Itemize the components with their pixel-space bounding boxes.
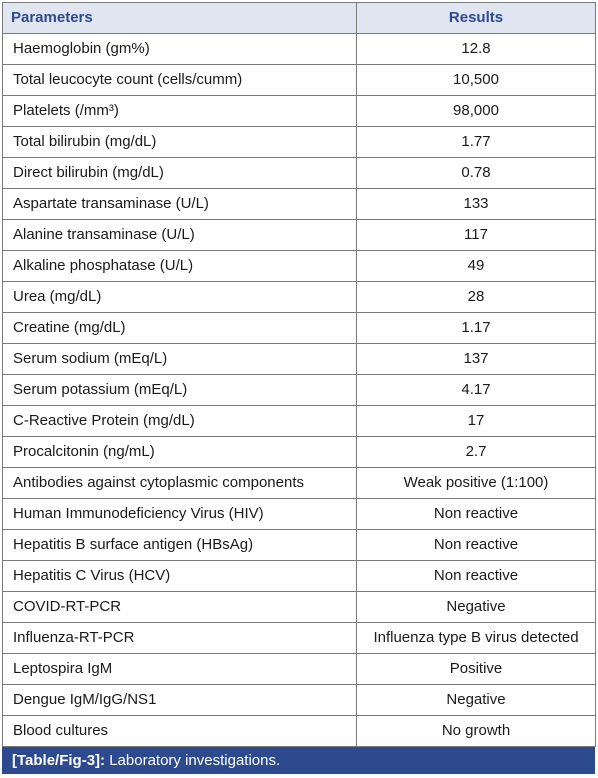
table-row: Direct bilirubin (mg/dL) 0.78 <box>2 157 596 189</box>
result-cell: 1.17 <box>356 312 596 344</box>
result-cell: Weak positive (1:100) <box>356 467 596 499</box>
result-cell: Positive <box>356 653 596 685</box>
table-row: Hepatitis C Virus (HCV) Non reactive <box>2 560 596 592</box>
table-row: Influenza-RT-PCR Influenza type B virus d… <box>2 622 596 654</box>
parameter-cell: Direct bilirubin (mg/dL) <box>2 157 357 189</box>
table-row: Urea (mg/dL) 28 <box>2 281 596 313</box>
parameter-cell: C-Reactive Protein (mg/dL) <box>2 405 357 437</box>
parameter-cell: Procalcitonin (ng/mL) <box>2 436 357 468</box>
result-cell: 133 <box>356 188 596 220</box>
parameter-cell: Hepatitis B surface antigen (HBsAg) <box>2 529 357 561</box>
parameter-cell: Antibodies against cytoplasmic component… <box>2 467 357 499</box>
table-row: COVID-RT-PCR Negative <box>2 591 596 623</box>
parameter-cell: Dengue IgM/IgG/NS1 <box>2 684 357 716</box>
parameter-cell: Influenza-RT-PCR <box>2 622 357 654</box>
result-cell: Negative <box>356 591 596 623</box>
result-cell: Negative <box>356 684 596 716</box>
result-cell: 0.78 <box>356 157 596 189</box>
table-row: Haemoglobin (gm%) 12.8 <box>2 33 596 65</box>
parameter-cell: Platelets (/mm³) <box>2 95 357 127</box>
table-row: Creatine (mg/dL) 1.17 <box>2 312 596 344</box>
laboratory-investigations-table: Parameters Results Haemoglobin (gm%) 12.8… <box>2 2 596 747</box>
table-row: Serum sodium (mEq/L) 137 <box>2 343 596 375</box>
table-row: C-Reactive Protein (mg/dL) 17 <box>2 405 596 437</box>
result-cell: 10,500 <box>356 64 596 96</box>
result-cell: No growth <box>356 715 596 747</box>
table-row: Total bilirubin (mg/dL) 1.77 <box>2 126 596 158</box>
result-cell: 1.77 <box>356 126 596 158</box>
parameter-cell: Total bilirubin (mg/dL) <box>2 126 357 158</box>
table-row: Dengue IgM/IgG/NS1 Negative <box>2 684 596 716</box>
result-cell: Non reactive <box>356 498 596 530</box>
result-cell: 28 <box>356 281 596 313</box>
parameter-cell: Creatine (mg/dL) <box>2 312 357 344</box>
parameter-cell: Hepatitis C Virus (HCV) <box>2 560 357 592</box>
result-cell: 4.17 <box>356 374 596 406</box>
table-row: Platelets (/mm³) 98,000 <box>2 95 596 127</box>
result-cell: 49 <box>356 250 596 282</box>
table-header: Parameters Results <box>2 2 596 34</box>
parameter-cell: Alkaline phosphatase (U/L) <box>2 250 357 282</box>
parameters-column-header: Parameters <box>2 2 357 34</box>
table-row: Serum potassium (mEq/L) 4.17 <box>2 374 596 406</box>
parameter-cell: Aspartate transaminase (U/L) <box>2 188 357 220</box>
table-row: Aspartate transaminase (U/L) 133 <box>2 188 596 220</box>
table-caption: [Table/Fig-3]: Laboratory investigations… <box>2 747 595 774</box>
parameter-cell: Leptospira IgM <box>2 653 357 685</box>
parameter-cell: Human Immunodeficiency Virus (HIV) <box>2 498 357 530</box>
result-cell: 98,000 <box>356 95 596 127</box>
caption-text: Laboratory investigations. <box>109 752 281 769</box>
result-cell: Influenza type B virus detected <box>356 622 596 654</box>
table-row: Human Immunodeficiency Virus (HIV) Non re… <box>2 498 596 530</box>
table-body: Haemoglobin (gm%) 12.8 Total leucocyte cou… <box>2 33 596 747</box>
table-row: Total leucocyte count (cells/cumm) 10,500 <box>2 64 596 96</box>
parameter-cell: Urea (mg/dL) <box>2 281 357 313</box>
table-row: Alanine transaminase (U/L) 117 <box>2 219 596 251</box>
table-row: Hepatitis B surface antigen (HBsAg) Non r… <box>2 529 596 561</box>
parameter-cell: Haemoglobin (gm%) <box>2 33 357 65</box>
header-row: Parameters Results <box>2 2 596 34</box>
result-cell: 117 <box>356 219 596 251</box>
parameter-cell: Blood cultures <box>2 715 357 747</box>
results-column-header: Results <box>356 2 596 34</box>
result-cell: 2.7 <box>356 436 596 468</box>
result-cell: 137 <box>356 343 596 375</box>
table-row: Blood cultures No growth <box>2 715 596 747</box>
table-row: Procalcitonin (ng/mL) 2.7 <box>2 436 596 468</box>
result-cell: Non reactive <box>356 529 596 561</box>
result-cell: Non reactive <box>356 560 596 592</box>
table-row: Antibodies against cytoplasmic component… <box>2 467 596 499</box>
table-row: Alkaline phosphatase (U/L) 49 <box>2 250 596 282</box>
caption-tag: [Table/Fig-3]: <box>12 752 106 769</box>
parameter-cell: Serum sodium (mEq/L) <box>2 343 357 375</box>
table-row: Leptospira IgM Positive <box>2 653 596 685</box>
parameter-cell: COVID-RT-PCR <box>2 591 357 623</box>
parameter-cell: Serum potassium (mEq/L) <box>2 374 357 406</box>
parameter-cell: Alanine transaminase (U/L) <box>2 219 357 251</box>
result-cell: 12.8 <box>356 33 596 65</box>
result-cell: 17 <box>356 405 596 437</box>
parameter-cell: Total leucocyte count (cells/cumm) <box>2 64 357 96</box>
